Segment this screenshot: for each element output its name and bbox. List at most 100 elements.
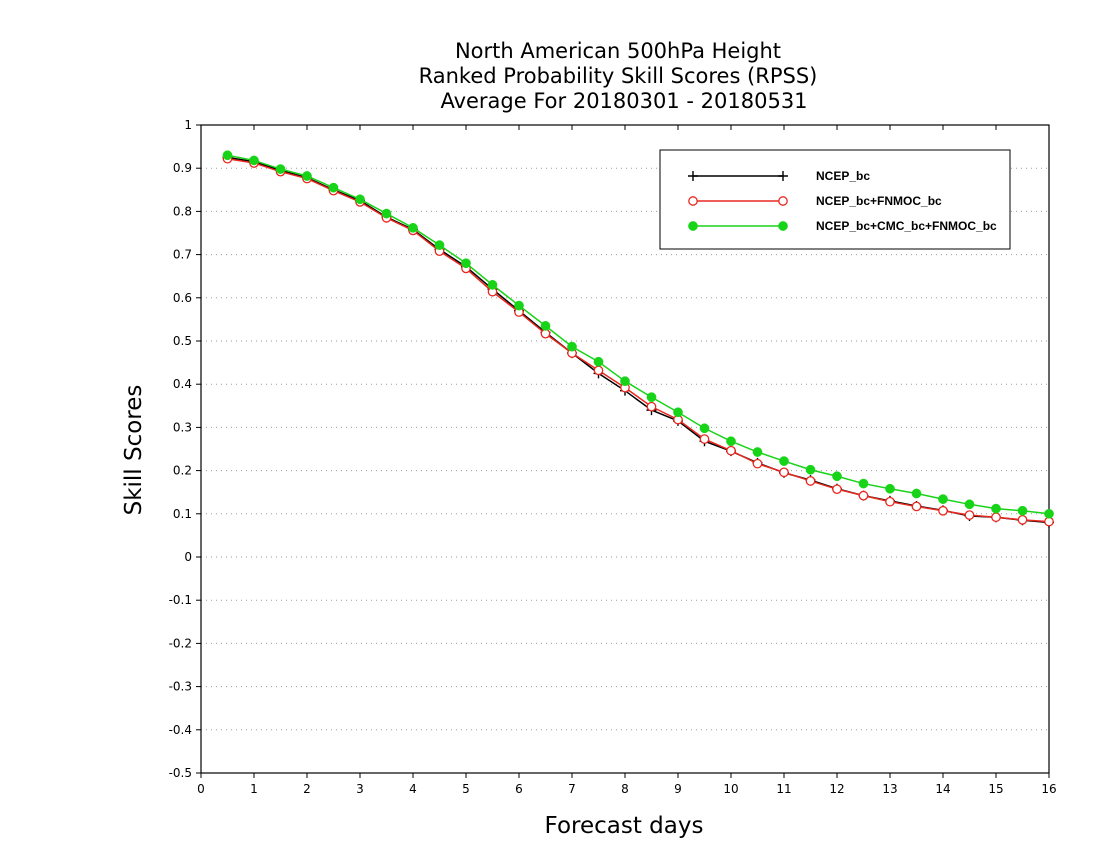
data-point [911,488,922,499]
data-point [381,208,392,219]
data-point [779,456,789,466]
data-point [593,356,604,367]
data-point [302,171,312,181]
x-axis-ticks: 0 1 2 3 4 5 6 7 8 9 10 11 12 13 14 15 16 [197,125,1057,796]
x-tick-label: 13 [882,782,897,796]
data-point [699,423,710,434]
y-tick-label: -0.2 [169,636,192,650]
data-point [1017,514,1028,525]
data-point [514,300,524,311]
legend-entry: NCEP_bc+CMC_bc+FNMOC_bc [688,219,997,233]
y-axis-ticks: 1 0.9 0.8 0.7 0.6 0.5 0.4 0.3 0.2 0.1 0 -0.1 -0.2 -0.… [169,118,201,780]
data-point [805,464,816,475]
data-point [249,155,259,166]
x-tick-label: 12 [829,782,844,796]
data-point [646,401,657,412]
chart-title-line-1: North American 500hPa Height [455,39,781,63]
legend-marker [778,171,788,181]
y-tick-label: 1 [184,118,192,132]
x-tick-label: 3 [356,782,364,796]
x-tick-label: 16 [1041,782,1056,796]
data-point [938,494,948,504]
data-point [275,164,286,174]
y-tick-label: -0.5 [169,766,192,780]
data-series [222,150,1054,528]
x-axis-label: Forecast days [545,813,704,839]
y-tick-label: 0.8 [173,204,192,218]
x-tick-label: 0 [197,782,205,796]
grid-lines [201,167,1049,731]
y-tick-label: 0.9 [173,161,192,175]
chart-title-line-2: Ranked Probability Skill Scores (RPSS) [419,64,818,88]
data-point [355,194,365,205]
x-tick-label: 2 [303,782,311,796]
chart-title-line-3: Average For 20180301 - 20180531 [440,89,807,113]
legend-label: NCEP_bc+CMC_bc+FNMOC_bc [816,219,997,233]
y-tick-label: -0.4 [169,723,192,737]
legend-marker [688,196,698,206]
data-point [858,490,869,501]
data-point [779,467,789,478]
data-point [752,458,763,469]
legend-marker [778,221,788,231]
data-point [699,434,710,444]
y-tick-label: 0.3 [173,420,192,434]
data-point [328,182,339,193]
chart-title: North American 500hPa Height Ranked Prob… [419,39,818,113]
data-point [805,476,816,486]
y-tick-label: 0 [184,550,192,564]
data-point [991,512,1001,523]
data-point [620,376,630,387]
data-point [832,484,842,495]
y-tick-label: -0.3 [169,680,192,694]
data-point [885,496,895,507]
x-tick-label: 9 [674,782,682,796]
legend-marker [688,221,698,231]
legend-marker [688,171,698,181]
data-point [1017,505,1028,516]
data-point [540,321,551,331]
x-tick-label: 5 [462,782,470,796]
y-tick-label: 0.6 [173,291,192,305]
data-point [964,510,975,520]
y-tick-label: 0.1 [173,507,192,521]
y-tick-label: -0.1 [169,593,192,607]
y-tick-label: 0.4 [173,377,192,391]
data-point [408,222,418,233]
x-tick-label: 14 [935,782,950,796]
legend-entry: NCEP_bc [688,169,870,183]
data-point [673,407,683,418]
data-point [726,445,736,456]
data-point [434,240,445,250]
legend-marker [778,196,788,206]
data-point [752,447,763,457]
legend-label: NCEP_bc [816,169,870,183]
x-tick-label: 11 [776,782,791,796]
series-2 [222,150,1054,519]
data-point [646,392,657,403]
data-point [938,505,948,516]
data-point [461,258,471,269]
y-axis-label: Skill Scores [121,385,147,516]
x-tick-label: 4 [409,782,417,796]
y-tick-label: 0.7 [173,248,192,262]
x-tick-label: 8 [621,782,629,796]
legend: NCEP_bc NCEP_bc+FNMOC_bc NCEP_bc+CMC_bc+FN… [659,149,1011,250]
data-point [222,150,233,161]
data-point [832,471,842,482]
data-point [593,365,604,376]
legend-box [659,149,1011,250]
data-point [487,279,498,290]
data-point [567,341,577,352]
x-tick-label: 7 [568,782,576,796]
y-tick-label: 0.5 [173,334,192,348]
x-tick-label: 15 [988,782,1003,796]
x-tick-label: 6 [515,782,523,796]
y-tick-label: 0.2 [173,464,192,478]
data-point [726,436,736,447]
data-point [885,483,895,494]
data-point [964,499,975,510]
x-tick-label: 1 [250,782,258,796]
x-tick-label: 10 [723,782,738,796]
data-point [911,501,922,512]
